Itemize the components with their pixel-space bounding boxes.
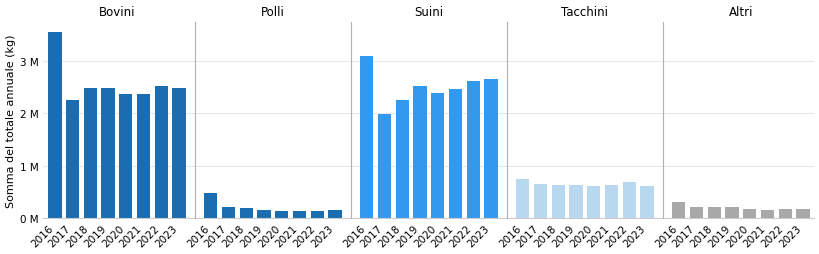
Bar (48, 33, 61, 218)
Bar (516, 179, 529, 218)
Bar (222, 207, 235, 218)
Bar (742, 209, 755, 218)
Bar (239, 208, 252, 218)
Bar (689, 207, 703, 218)
Text: Bovini: Bovini (98, 6, 135, 19)
Bar (274, 211, 288, 218)
Text: Tacchini: Tacchini (561, 6, 608, 19)
Bar (154, 87, 168, 218)
Bar (172, 88, 185, 218)
Bar (84, 89, 97, 218)
Text: Suini: Suini (414, 6, 443, 19)
Bar (484, 80, 497, 218)
Bar (257, 210, 270, 218)
Bar (448, 90, 462, 218)
Bar (604, 185, 618, 218)
Bar (328, 211, 342, 218)
Bar (672, 202, 685, 218)
Bar (760, 210, 773, 218)
Bar (466, 82, 479, 218)
Bar (568, 185, 582, 218)
Bar (137, 94, 150, 218)
Bar (640, 187, 653, 218)
Bar (360, 56, 373, 218)
Bar (66, 101, 79, 218)
Bar (119, 94, 132, 218)
Bar (777, 210, 791, 218)
Bar (378, 115, 391, 218)
Bar (795, 209, 808, 218)
Bar (396, 100, 409, 218)
Text: Altri: Altri (728, 6, 752, 19)
Bar (533, 185, 546, 218)
Bar (413, 87, 426, 218)
Text: Polli: Polli (260, 6, 284, 19)
Bar (431, 94, 444, 218)
Bar (622, 182, 635, 218)
Bar (707, 207, 720, 218)
Bar (292, 211, 305, 218)
Bar (551, 185, 564, 218)
Bar (586, 186, 600, 218)
Bar (204, 193, 217, 218)
Bar (310, 211, 324, 218)
Bar (725, 207, 738, 218)
Y-axis label: Somma del totale annuale (kg): Somma del totale annuale (kg) (6, 34, 16, 207)
Bar (102, 89, 115, 218)
